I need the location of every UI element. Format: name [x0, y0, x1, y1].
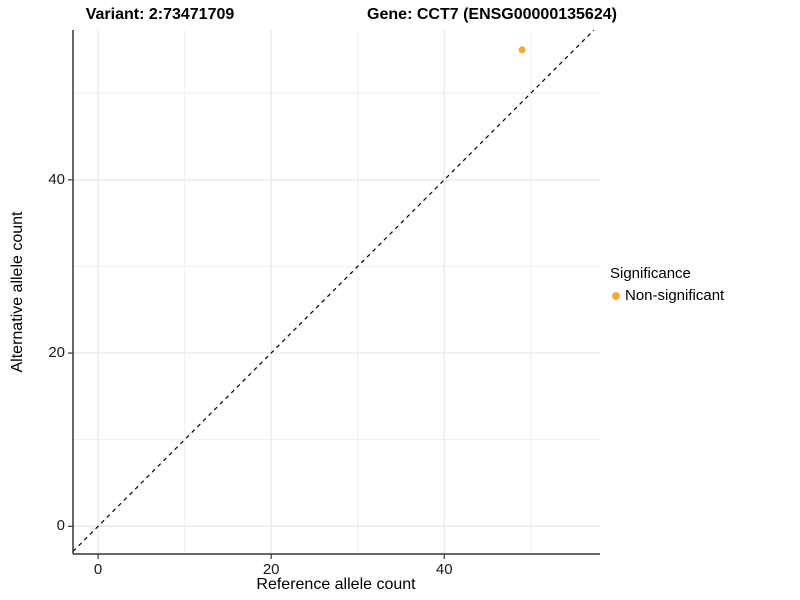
y-tick-label: 0 — [56, 517, 65, 535]
y-tick-label: 40 — [48, 170, 65, 188]
identity-dashed-line — [72, 29, 595, 552]
data-point — [518, 46, 526, 54]
gene-title: Gene: CCT7 (ENSG00000135624) — [367, 6, 617, 23]
y-axis-title: Alternative allele count — [9, 211, 26, 373]
x-tick-label: 0 — [93, 561, 103, 578]
legend-item-label: Non-significant — [625, 287, 725, 304]
legend-title: Significance — [610, 265, 691, 282]
legend: Significance Non-significant — [610, 265, 724, 304]
non-significant-dot-icon — [612, 291, 620, 300]
x-tick-label: 40 — [435, 561, 453, 578]
variant-title: Variant: 2:73471709 — [85, 6, 235, 23]
x-tick-label: 20 — [262, 561, 280, 578]
legend-item: Non-significant — [612, 287, 724, 304]
x-axis-title: Reference allele count — [256, 576, 416, 593]
y-tick-label: 20 — [48, 344, 65, 362]
